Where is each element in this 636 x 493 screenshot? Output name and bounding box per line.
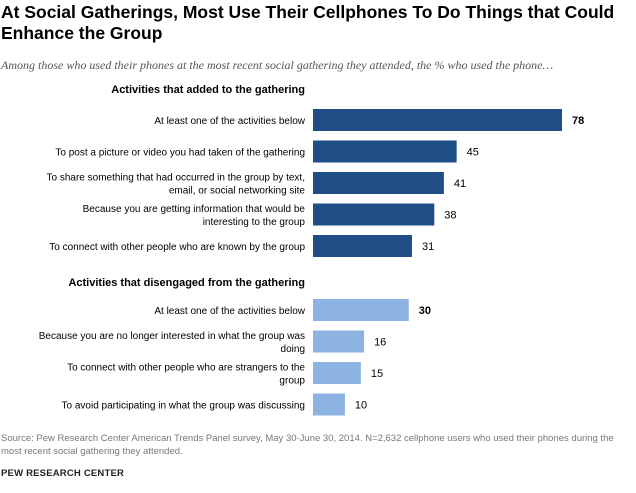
brand-credit: PEW RESEARCH CENTER — [1, 468, 125, 479]
bar — [313, 299, 409, 321]
category-label: doing — [281, 344, 305, 355]
data-label: 10 — [355, 400, 367, 412]
category-label: Because you are getting information that… — [83, 204, 306, 215]
category-label: To connect with other people who are kno… — [49, 242, 305, 253]
category-label: At least one of the activities below — [154, 116, 305, 127]
bar — [313, 140, 457, 163]
category-label: Because you are no longer interested in … — [39, 331, 305, 342]
bar — [313, 362, 361, 384]
category-label: group — [279, 376, 305, 387]
bar — [313, 330, 365, 353]
data-label: 15 — [371, 368, 383, 380]
source-note: Source: Pew Research Center American Tre… — [1, 433, 614, 457]
bar — [313, 109, 562, 131]
category-label: At least one of the activities below — [154, 306, 305, 317]
group-heading: Activities that disengaged from the gath… — [68, 277, 305, 289]
category-label: To connect with other people who are str… — [67, 363, 305, 374]
bar — [313, 393, 345, 416]
data-label: 78 — [572, 115, 584, 127]
category-label: To avoid participating in what the group… — [62, 401, 305, 412]
chart-title: At Social Gatherings, Most Use Their Cel… — [1, 2, 615, 43]
bar — [313, 235, 412, 257]
data-label: 31 — [422, 241, 434, 253]
category-label: email, or social networking site — [169, 186, 306, 197]
data-label: 45 — [467, 147, 479, 159]
data-label: 41 — [454, 178, 466, 190]
data-label: 16 — [374, 337, 386, 349]
bar — [313, 203, 435, 226]
bar — [313, 172, 444, 194]
category-label: To share something that had occurred in … — [47, 173, 306, 184]
category-label: To post a picture or video you had taken… — [55, 148, 305, 159]
chart-subtitle: Among those who used their phones at the… — [1, 58, 554, 72]
group-heading: Activities that added to the gathering — [111, 84, 305, 96]
category-label: interesting to the group — [203, 217, 306, 228]
data-label: 30 — [419, 305, 431, 317]
data-label: 38 — [444, 210, 456, 222]
